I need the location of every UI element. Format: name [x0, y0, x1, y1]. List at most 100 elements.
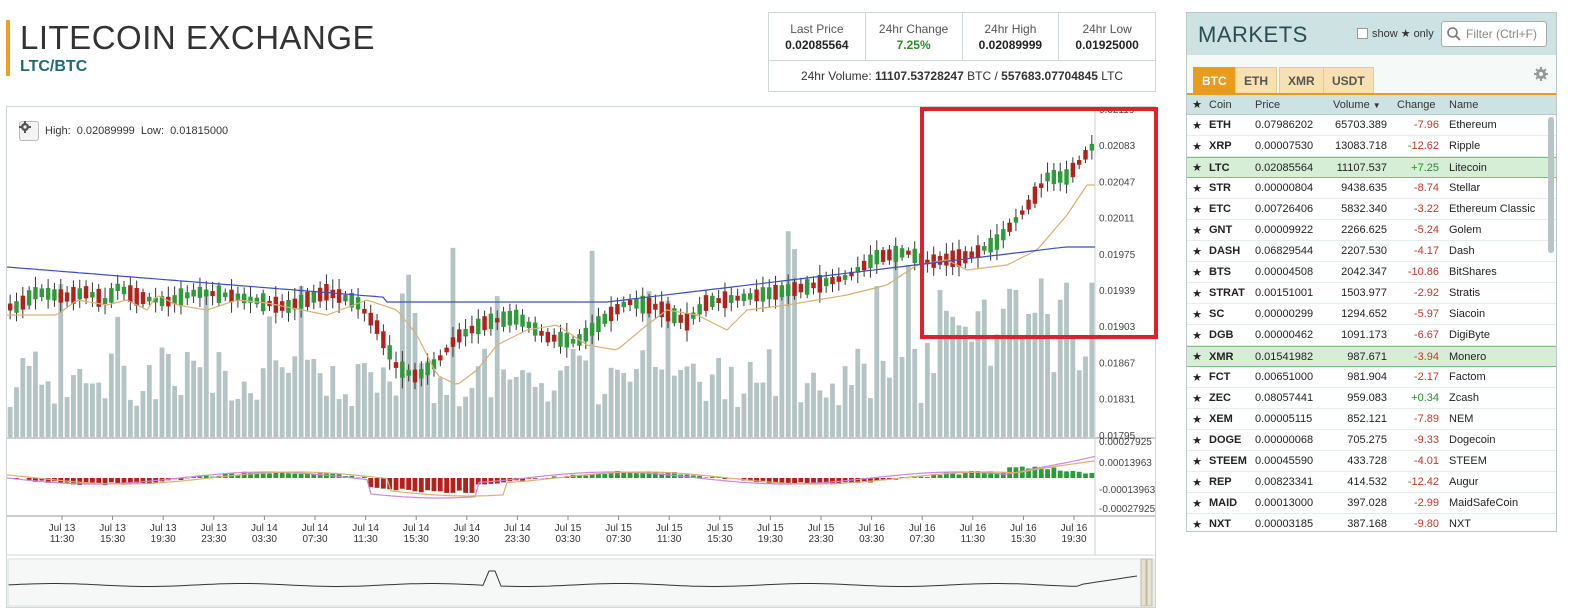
markets-scrollbar[interactable] — [1548, 117, 1554, 253]
macd-bar — [463, 478, 469, 493]
market-row-xem[interactable]: ★ XEM 0.00005115 852.121 -7.89 NEM — [1187, 409, 1556, 430]
market-row-zec[interactable]: ★ ZEC 0.08057441 959.083 +0.34 Zcash — [1187, 388, 1556, 409]
market-row-dash[interactable]: ★ DASH 0.06829544 2207.530 -4.17 Dash — [1187, 241, 1556, 262]
market-row-nxt[interactable]: ★ NXT 0.00003185 387.168 -9.80 NXT — [1187, 514, 1556, 531]
market-row-fct[interactable]: ★ FCT 0.00651000 981.904 -2.17 Factom — [1187, 367, 1556, 388]
col-name[interactable]: Name — [1449, 98, 1479, 111]
volume-bar — [241, 381, 247, 437]
candle-body — [830, 277, 835, 285]
candle-body — [785, 284, 791, 296]
col-change[interactable]: Change — [1397, 98, 1436, 111]
tab-xmr[interactable]: XMR — [1279, 67, 1324, 93]
star-icon[interactable]: ★ — [1192, 392, 1202, 405]
market-change: -12.62 — [1407, 140, 1439, 152]
star-icon[interactable]: ★ — [1192, 140, 1202, 153]
candle-body — [102, 298, 108, 304]
star-icon[interactable]: ★ — [1192, 371, 1202, 384]
star-icon[interactable]: ★ — [1192, 329, 1202, 342]
macd-bar — [96, 478, 102, 485]
checkbox[interactable] — [1357, 28, 1368, 39]
candle-body — [570, 339, 576, 344]
star-icon[interactable]: ★ — [1192, 162, 1202, 174]
volume-bar — [1051, 372, 1057, 437]
star-icon[interactable]: ★ — [1192, 497, 1202, 510]
gear-icon — [1534, 67, 1548, 81]
candle-body — [773, 284, 778, 300]
market-row-etc[interactable]: ★ ETC 0.00726406 5832.340 -3.22 Ethereum Clas… — [1187, 199, 1556, 220]
star-icon[interactable]: ★ — [1192, 287, 1202, 300]
market-row-doge[interactable]: ★ DOGE 0.00000068 705.275 -9.33 Dogecoin — [1187, 430, 1556, 451]
candle-body — [317, 287, 323, 302]
volume-bar — [684, 366, 690, 437]
volume-bar — [627, 381, 633, 437]
volume-bar — [532, 386, 538, 437]
volume-bar — [937, 289, 943, 437]
tab-usdt[interactable]: USDT — [1323, 67, 1374, 93]
show-starred-only-toggle[interactable]: show ★ only — [1357, 27, 1434, 40]
market-row-xmr[interactable]: ★ XMR 0.01541982 987.671 -3.94 Monero — [1187, 346, 1556, 367]
market-row-xrp[interactable]: ★ XRP 0.00007530 13083.718 -12.62 Ripple — [1187, 136, 1556, 157]
macd-bar — [254, 471, 260, 478]
macd-bar — [399, 478, 405, 489]
star-icon[interactable]: ★ — [1192, 308, 1202, 321]
star-icon[interactable]: ★ — [1192, 413, 1202, 426]
candle-body — [1089, 143, 1095, 151]
volume-bar — [880, 360, 886, 437]
market-row-steem[interactable]: ★ STEEM 0.00045590 433.728 -4.01 STEEM — [1187, 451, 1556, 472]
candle-body — [425, 362, 430, 376]
star-icon[interactable]: ★ — [1192, 99, 1202, 111]
market-row-strat[interactable]: ★ STRAT 0.00151001 1503.977 -2.92 Stratis — [1187, 283, 1556, 304]
tab-btc[interactable]: BTC — [1193, 67, 1236, 93]
candle-body — [134, 288, 139, 306]
star-icon[interactable]: ★ — [1192, 119, 1202, 132]
market-coin: STEEM — [1209, 455, 1247, 467]
star-icon[interactable]: ★ — [1192, 434, 1202, 447]
market-row-eth[interactable]: ★ ETH 0.07986202 65703.389 -7.96 Ethereum — [1187, 115, 1556, 136]
market-row-str[interactable]: ★ STR 0.00000804 9438.635 -8.74 Stellar — [1187, 178, 1556, 199]
star-icon[interactable]: ★ — [1192, 476, 1202, 489]
col-coin[interactable]: Coin — [1209, 98, 1232, 111]
price-chart[interactable]: High: 0.02089999 Low: 0.01815000 0.02119… — [6, 106, 1156, 608]
macd-bar — [387, 478, 393, 490]
market-row-gnt[interactable]: ★ GNT 0.00009922 2266.625 -5.24 Golem — [1187, 220, 1556, 241]
candle-body — [488, 313, 494, 330]
col-price[interactable]: Price — [1255, 98, 1281, 111]
star-icon[interactable]: ★ — [1192, 224, 1202, 237]
markets-settings-button[interactable] — [1534, 67, 1548, 86]
col-volume-label: Volume — [1333, 98, 1370, 111]
star-icon[interactable]: ★ — [1192, 266, 1202, 279]
volume-bar — [823, 397, 829, 437]
chart-canvas[interactable]: 0.02119 0.02083 0.02047 0.02011 0.01975 0.019… — [7, 107, 1155, 607]
macd-bar — [773, 478, 778, 484]
volume-bar — [96, 382, 102, 437]
stat-label: Last Price — [790, 22, 844, 36]
market-row-bts[interactable]: ★ BTS 0.00004508 2042.347 -10.86 BitShares — [1187, 262, 1556, 283]
candle-body — [722, 291, 728, 309]
market-row-dgb[interactable]: ★ DGB 0.00000462 1091.173 -6.67 DigiByte — [1187, 325, 1556, 346]
macd-bar — [134, 478, 140, 484]
tab-eth[interactable]: ETH — [1235, 67, 1277, 93]
price-tick-label: 0.02011 — [1099, 214, 1135, 225]
candle-body — [210, 291, 215, 297]
price-tick-label: 0.02083 — [1099, 141, 1136, 152]
market-filter-input[interactable]: Filter (Ctrl+F) — [1441, 21, 1547, 47]
star-icon[interactable]: ★ — [1192, 182, 1202, 195]
volume-bar — [444, 394, 450, 437]
star-icon[interactable]: ★ — [1192, 245, 1202, 258]
market-price: 0.00726406 — [1255, 203, 1314, 215]
col-volume[interactable]: Volume ▼ — [1325, 99, 1387, 111]
star-icon[interactable]: ★ — [1192, 351, 1202, 363]
market-row-rep[interactable]: ★ REP 0.00823341 414.532 -12.42 Augur — [1187, 472, 1556, 493]
chart-settings-button[interactable] — [19, 121, 39, 141]
market-row-sc[interactable]: ★ SC 0.00000299 1294.652 -5.97 Siacoin — [1187, 304, 1556, 325]
market-price: 0.00013000 — [1255, 497, 1314, 509]
macd-bar — [115, 478, 121, 484]
star-icon[interactable]: ★ — [1192, 518, 1202, 531]
stat-value: 0.02085564 — [785, 38, 849, 52]
market-name: Factom — [1449, 371, 1486, 383]
volume-bar — [754, 382, 759, 437]
market-row-ltc[interactable]: ★ LTC 0.02085564 11107.537 +7.25 Litecoin — [1187, 157, 1556, 178]
star-icon[interactable]: ★ — [1192, 455, 1202, 468]
star-icon[interactable]: ★ — [1192, 203, 1202, 216]
market-row-maid[interactable]: ★ MAID 0.00013000 397.028 -2.99 MaidSafeCoin — [1187, 493, 1556, 514]
